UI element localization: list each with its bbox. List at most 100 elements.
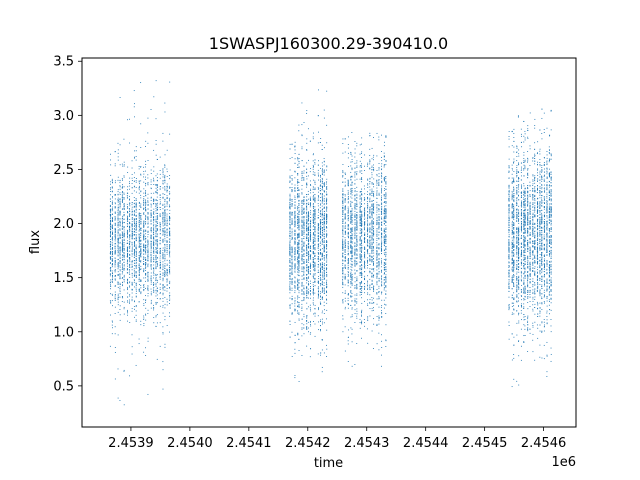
data-point bbox=[301, 231, 303, 233]
data-point bbox=[145, 176, 147, 178]
data-point bbox=[312, 236, 314, 238]
data-point bbox=[289, 207, 291, 209]
data-point bbox=[303, 170, 305, 172]
data-point bbox=[117, 286, 119, 288]
data-point bbox=[289, 281, 291, 283]
data-point bbox=[164, 222, 166, 224]
data-point bbox=[289, 245, 291, 247]
data-point bbox=[291, 205, 293, 207]
data-point bbox=[320, 236, 321, 237]
data-point bbox=[314, 255, 316, 256]
data-point bbox=[298, 253, 300, 255]
data-point bbox=[153, 283, 155, 285]
data-point bbox=[312, 252, 314, 253]
data-point bbox=[150, 216, 152, 218]
data-point bbox=[314, 162, 316, 164]
data-point bbox=[159, 197, 161, 199]
data-point bbox=[162, 306, 164, 308]
data-point bbox=[110, 187, 112, 189]
data-point bbox=[119, 225, 121, 227]
data-point bbox=[153, 220, 155, 222]
data-point bbox=[143, 285, 145, 286]
data-point bbox=[110, 221, 111, 223]
data-point bbox=[169, 299, 171, 301]
data-point bbox=[321, 238, 323, 240]
data-point bbox=[111, 226, 113, 227]
data-point bbox=[140, 216, 142, 218]
data-point bbox=[317, 353, 319, 355]
data-point bbox=[301, 188, 303, 190]
data-point bbox=[319, 252, 321, 254]
data-point bbox=[166, 240, 168, 242]
data-point bbox=[303, 223, 305, 225]
data-point bbox=[162, 294, 164, 296]
data-point bbox=[111, 190, 113, 192]
data-point bbox=[129, 265, 131, 267]
data-point bbox=[131, 214, 133, 216]
data-point bbox=[110, 205, 111, 207]
data-point bbox=[131, 266, 133, 268]
data-point bbox=[153, 249, 155, 251]
data-point bbox=[109, 208, 111, 210]
data-point bbox=[321, 173, 323, 175]
data-point bbox=[306, 274, 308, 276]
data-point bbox=[297, 227, 299, 229]
data-point bbox=[135, 296, 137, 298]
data-point bbox=[111, 203, 113, 205]
data-point bbox=[121, 187, 123, 188]
data-point bbox=[159, 345, 161, 347]
data-point bbox=[143, 286, 145, 288]
data-point bbox=[135, 285, 137, 287]
data-point bbox=[166, 215, 168, 217]
data-point bbox=[143, 204, 145, 206]
data-point bbox=[164, 250, 166, 252]
data-point bbox=[145, 206, 146, 208]
data-point bbox=[153, 218, 155, 220]
data-point bbox=[150, 109, 152, 110]
data-point bbox=[306, 265, 308, 267]
data-point bbox=[123, 301, 125, 303]
data-point bbox=[326, 207, 328, 209]
data-point bbox=[153, 268, 155, 270]
data-point bbox=[321, 298, 323, 300]
data-point bbox=[308, 281, 309, 283]
data-point bbox=[312, 226, 314, 228]
data-point bbox=[166, 176, 168, 177]
data-point bbox=[310, 211, 312, 213]
data-point bbox=[129, 261, 131, 263]
data-point bbox=[318, 227, 319, 229]
data-point bbox=[306, 220, 308, 222]
data-point bbox=[126, 249, 128, 251]
data-point bbox=[318, 291, 319, 293]
data-point bbox=[131, 284, 133, 286]
data-point bbox=[306, 221, 308, 222]
data-point bbox=[121, 197, 123, 199]
data-point bbox=[110, 174, 112, 176]
data-point bbox=[294, 214, 296, 216]
data-point bbox=[319, 188, 321, 190]
data-point bbox=[303, 293, 305, 295]
data-point bbox=[308, 277, 309, 279]
data-point bbox=[317, 142, 319, 144]
data-point bbox=[321, 287, 323, 289]
data-point bbox=[129, 142, 131, 144]
data-point bbox=[150, 179, 152, 181]
data-point bbox=[303, 260, 305, 262]
data-point bbox=[313, 240, 314, 242]
data-point bbox=[314, 248, 316, 250]
data-point bbox=[307, 231, 309, 233]
data-point bbox=[111, 260, 113, 262]
data-point bbox=[135, 251, 137, 253]
data-point bbox=[150, 307, 152, 309]
data-point bbox=[298, 242, 300, 244]
data-point bbox=[150, 258, 152, 260]
data-point bbox=[326, 199, 328, 201]
data-point bbox=[309, 246, 311, 248]
data-point bbox=[297, 243, 299, 245]
data-point bbox=[320, 203, 322, 205]
data-point bbox=[131, 187, 133, 189]
data-point bbox=[291, 235, 293, 237]
data-point bbox=[321, 268, 323, 270]
data-point bbox=[147, 200, 149, 202]
data-point bbox=[169, 315, 171, 317]
